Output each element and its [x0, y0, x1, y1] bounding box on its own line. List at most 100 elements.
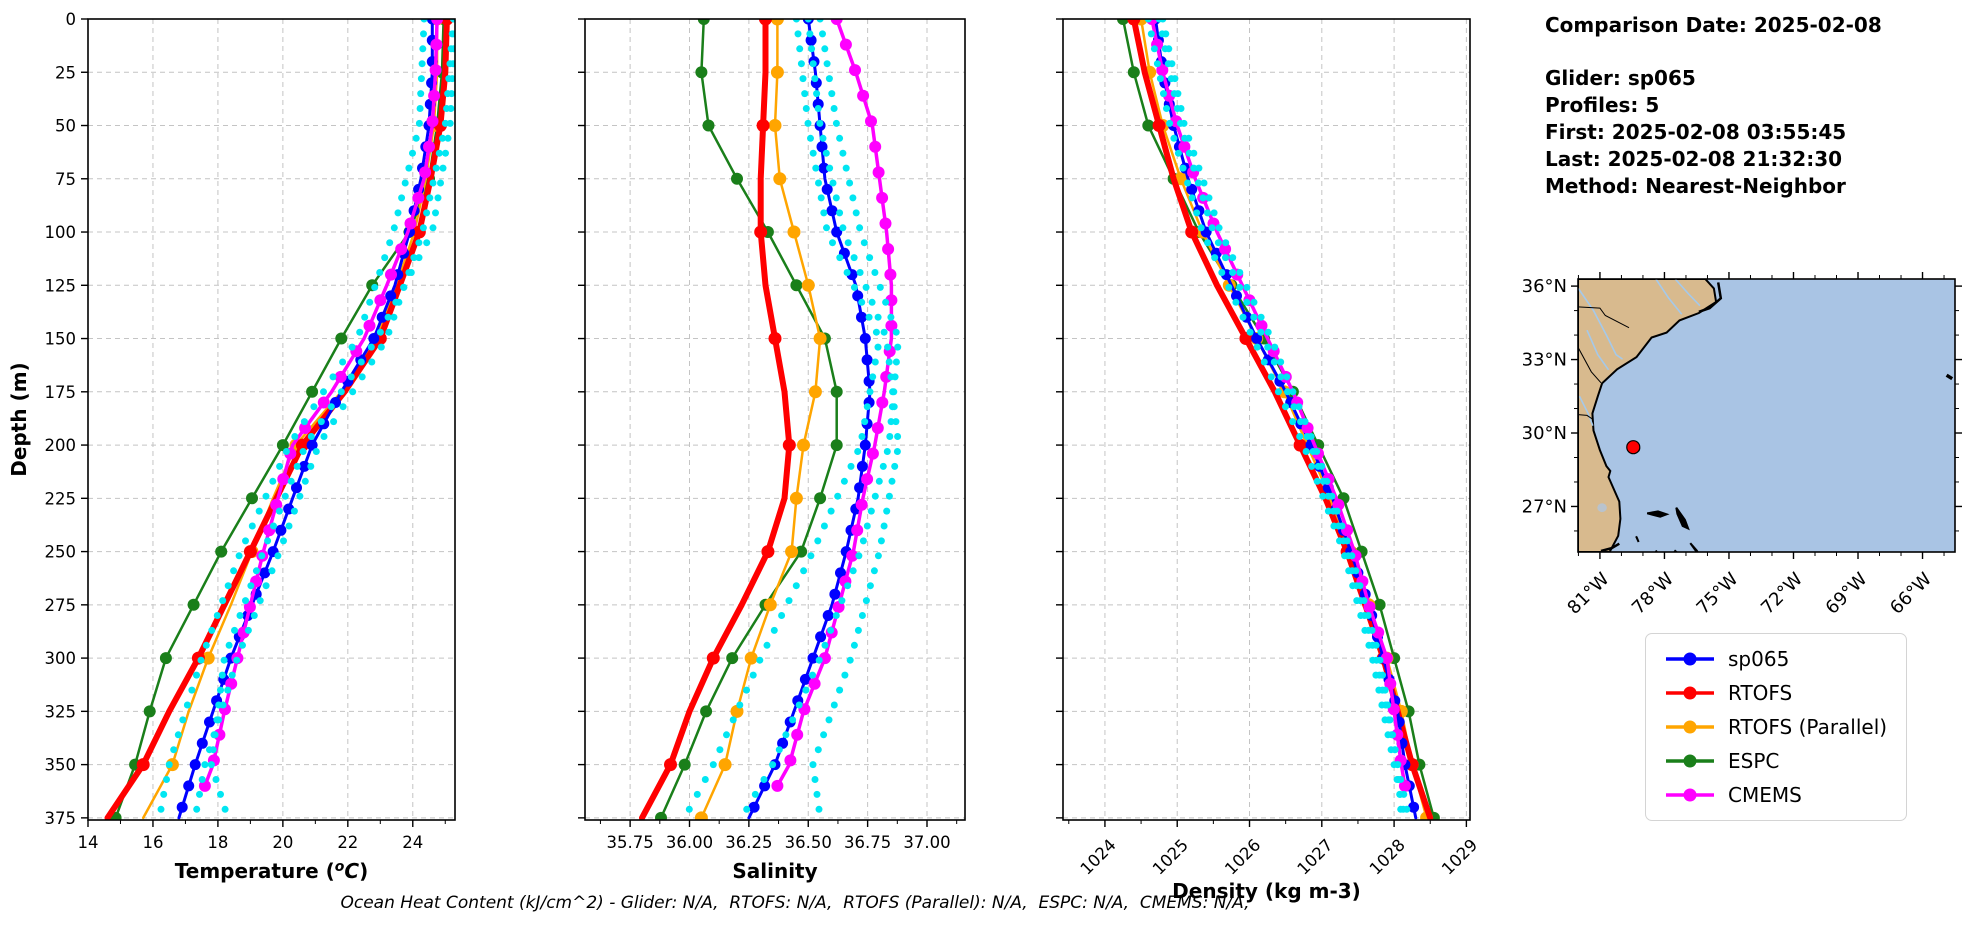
- location-map: 81°W 78°W 75°W 72°W 69°W 66°W 36°N 33°N 30°N 27°N: [1522, 272, 1962, 619]
- map-river: [1655, 279, 1683, 315]
- map-island: [1646, 510, 1670, 518]
- map-lat-label: 36°N: [1522, 276, 1567, 297]
- map-lat-label: 30°N: [1522, 423, 1567, 444]
- depth-tick-label: 75: [55, 170, 76, 189]
- model-legend: sp065 RTOFS RTOFS (Parallel) ESPC CMEMS: [1645, 633, 1907, 821]
- salinity-xtick-label: 36.75: [844, 833, 891, 852]
- depth-tick-label: 50: [55, 117, 76, 136]
- salinity-series-espc: [655, 19, 843, 820]
- profiles-count-text: Profiles: 5: [1545, 93, 1660, 117]
- depth-tick-label: 300: [45, 649, 77, 668]
- temperature-series-glider-profile-3: [207, 19, 455, 813]
- legend-item-sp065: sp065: [1646, 642, 1906, 676]
- map-lon-label: 66°W: [1886, 569, 1936, 619]
- map-lon-label: 75°W: [1693, 569, 1743, 619]
- glider-name-text: Glider: sp065: [1545, 66, 1696, 90]
- salinity-series-glider-profile-3: [804, 19, 902, 813]
- depth-tick-label: 375: [45, 809, 77, 828]
- map-lon-label: 78°W: [1628, 569, 1678, 619]
- density-xtick-label: 1027: [1293, 835, 1336, 878]
- legend-label: sp065: [1728, 647, 1790, 671]
- salinity-xtick-label: 35.75: [607, 833, 654, 852]
- temperature-xtick-label: 14: [78, 833, 99, 852]
- depth-tick-label: 25: [55, 63, 76, 82]
- temperature-series-rtofs-parallel-: [141, 19, 444, 820]
- temperature-series-espc: [109, 19, 450, 820]
- legend-line-marker-swatch: [1666, 686, 1714, 700]
- temperature-xtick-label: 20: [272, 833, 293, 852]
- depth-tick-label: 100: [45, 223, 77, 242]
- ocean-heat-content-caption: Ocean Heat Content (kJ/cm^2) - Glider: N…: [340, 893, 1250, 913]
- density-xtick-label: 1025: [1149, 835, 1192, 878]
- map-lon-label: 72°W: [1757, 569, 1807, 619]
- map-lat-label: 33°N: [1522, 350, 1567, 371]
- depth-tick-label: 350: [45, 756, 77, 775]
- map-river: [1578, 395, 1594, 426]
- depth-tick-label: 275: [45, 596, 77, 615]
- map-florida-keys: [1600, 542, 1620, 552]
- map-state-border: [1578, 414, 1594, 420]
- temperature-xtick-label: 16: [142, 833, 163, 852]
- legend-line-marker-swatch: [1666, 788, 1714, 802]
- depth-tick-label: 175: [45, 383, 77, 402]
- density-series-rtofs: [1127, 19, 1434, 820]
- salinity-axis-label: Salinity: [732, 859, 817, 883]
- salinity-series-rtofs-parallel-: [694, 19, 827, 820]
- density-xtick-label: 1024: [1077, 835, 1120, 878]
- map-frame: [1577, 278, 1956, 553]
- depth-tick-label: 125: [45, 276, 77, 295]
- density-xtick-label: 1029: [1438, 835, 1481, 878]
- depth-tick-label: 200: [45, 436, 77, 455]
- salinity-series-sp065: [747, 19, 875, 820]
- temperature-axis-label: Temperature (oC): [175, 859, 368, 883]
- legend-item-espc: ESPC: [1646, 744, 1906, 778]
- first-profile-time-text: First: 2025-02-08 03:55:45: [1545, 120, 1847, 144]
- salinity-xtick-label: 36.25: [725, 833, 772, 852]
- temperature-series-sp065: [176, 19, 438, 820]
- depth-tick-label: 150: [45, 330, 77, 349]
- comparison-date-text: Comparison Date: 2025-02-08: [1545, 13, 1882, 37]
- legend-item-rtofs: RTOFS: [1646, 676, 1906, 710]
- salinity-series-cmems: [771, 19, 898, 792]
- map-island: [1635, 535, 1640, 543]
- temperature-xtick-label: 24: [402, 833, 423, 852]
- map-lat-label: 27°N: [1522, 496, 1567, 517]
- map-state-border: [1578, 347, 1602, 384]
- legend-item-rtofs-parallel-: RTOFS (Parallel): [1646, 710, 1906, 744]
- legend-line-marker-swatch: [1666, 652, 1714, 666]
- legend-label: RTOFS: [1728, 681, 1793, 705]
- glider-position-marker: [1626, 440, 1641, 455]
- temperature-xtick-label: 18: [207, 833, 228, 852]
- temperature-series-glider-profile-1: [157, 19, 428, 813]
- map-state-border: [1578, 306, 1630, 329]
- map-island: [1689, 542, 1699, 552]
- density-xtick-label: 1026: [1221, 835, 1264, 878]
- salinity-xtick-label: 36.50: [785, 833, 832, 852]
- salinity-panel: 35.75 36.00 36.25 36.50 36.75 37.00 Salinity: [578, 18, 966, 883]
- density-series-glider-profile-3: [1155, 19, 1411, 813]
- legend-item-cmems: CMEMS: [1646, 778, 1906, 812]
- salinity-xtick-label: 37.00: [903, 833, 950, 852]
- legend-label: CMEMS: [1728, 783, 1802, 807]
- temperature-xtick-label: 22: [337, 833, 358, 852]
- comparison-header: Comparison Date: 2025-02-08 Glider: sp06…: [1545, 12, 1882, 200]
- depth-tick-label: 250: [45, 543, 77, 562]
- depth-tick-label: 325: [45, 702, 77, 721]
- salinity-xtick-label: 36.00: [666, 833, 713, 852]
- legend-line-marker-swatch: [1666, 720, 1714, 734]
- salinity-series-glider-profile-1: [685, 19, 882, 813]
- legend-label: ESPC: [1728, 749, 1780, 773]
- density-series-glider-profile-1: [1159, 19, 1405, 813]
- salinity-series-rtofs: [639, 19, 796, 820]
- map-lake: [1597, 503, 1607, 513]
- map-river: [1578, 288, 1623, 360]
- density-axis-label: Density (kg m-3): [1172, 879, 1361, 903]
- map-bermuda: [1945, 373, 1954, 381]
- depth-tick-label: 0: [66, 10, 77, 29]
- map-lon-label: 81°W: [1563, 569, 1613, 619]
- temperature-series-rtofs: [104, 19, 454, 820]
- legend-line-marker-swatch: [1666, 754, 1714, 768]
- map-river: [1586, 329, 1610, 371]
